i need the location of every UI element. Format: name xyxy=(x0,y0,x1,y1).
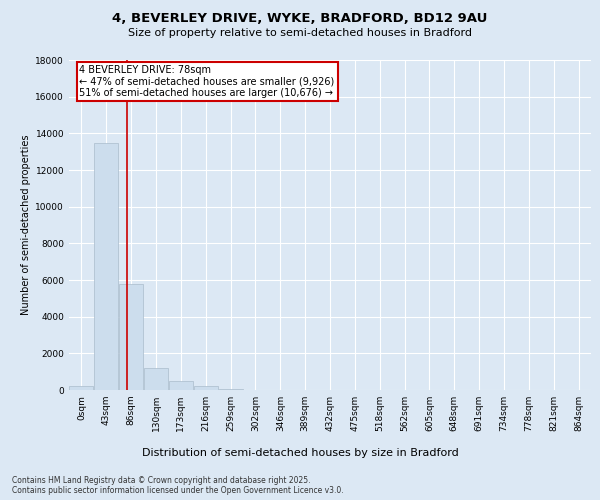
Text: Contains HM Land Registry data © Crown copyright and database right 2025.
Contai: Contains HM Land Registry data © Crown c… xyxy=(12,476,344,496)
Text: 4, BEVERLEY DRIVE, WYKE, BRADFORD, BD12 9AU: 4, BEVERLEY DRIVE, WYKE, BRADFORD, BD12 … xyxy=(112,12,488,26)
Y-axis label: Number of semi-detached properties: Number of semi-detached properties xyxy=(21,134,31,316)
Text: 4 BEVERLEY DRIVE: 78sqm
← 47% of semi-detached houses are smaller (9,926)
51% of: 4 BEVERLEY DRIVE: 78sqm ← 47% of semi-de… xyxy=(79,65,335,98)
Bar xyxy=(169,381,193,390)
Bar xyxy=(119,284,143,390)
Text: Size of property relative to semi-detached houses in Bradford: Size of property relative to semi-detach… xyxy=(128,28,472,38)
Bar xyxy=(218,388,242,390)
Bar xyxy=(94,142,118,390)
Text: Distribution of semi-detached houses by size in Bradford: Distribution of semi-detached houses by … xyxy=(142,448,458,458)
Bar xyxy=(144,368,168,390)
Bar xyxy=(194,386,218,390)
Bar xyxy=(70,386,94,390)
